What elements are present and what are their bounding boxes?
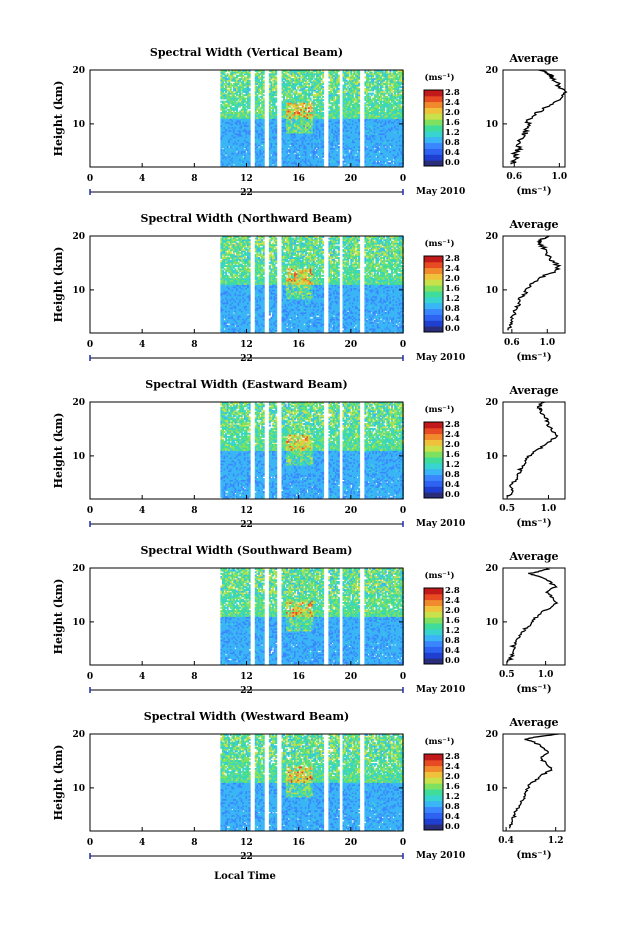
panel-1: Spectral Width (Vertical Beam) Height (km… [52, 46, 567, 198]
radar-figure: Spectral Width (Vertical Beam) Height (km… [0, 0, 618, 929]
heatmap [220, 70, 404, 167]
panel-title: Spectral Width (Vertical Beam) [150, 46, 343, 59]
y-axis-label: Height (km) [52, 81, 65, 157]
